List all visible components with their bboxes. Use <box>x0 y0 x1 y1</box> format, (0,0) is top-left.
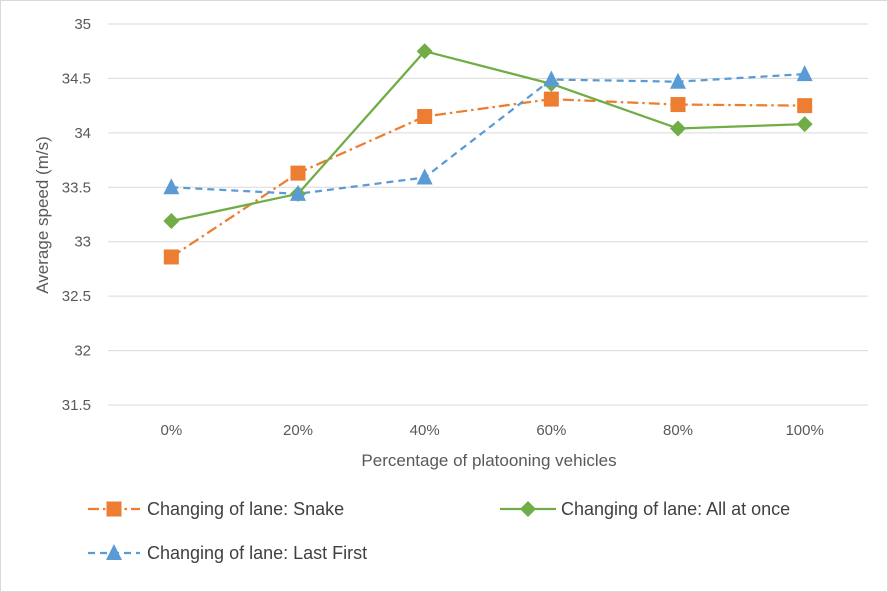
data-point-diamond <box>163 213 180 230</box>
data-point-triangle <box>416 168 433 185</box>
y-tick-label: 31.5 <box>62 397 91 414</box>
legend-item-snake: Changing of lane: Snake <box>88 499 344 519</box>
data-point-square <box>290 165 306 181</box>
data-point-diamond <box>796 116 813 133</box>
x-tick-label: 100% <box>785 422 823 439</box>
x-tick-label: 40% <box>410 422 440 439</box>
y-tick-label: 32.5 <box>62 288 91 305</box>
series-lines <box>170 50 805 258</box>
series-line-changing-of-lane-last-first <box>171 72 805 195</box>
x-tick-label: 60% <box>536 422 566 439</box>
data-point-square <box>797 98 813 114</box>
legend-label-snake: Changing of lane: Snake <box>147 499 344 519</box>
x-tick-label: 20% <box>283 422 313 439</box>
legend-marker-triangle <box>106 544 122 560</box>
data-point-diamond <box>416 43 433 60</box>
x-tick-label: 80% <box>663 422 693 439</box>
data-point-square <box>543 91 559 107</box>
y-tick-label: 33 <box>74 234 91 251</box>
series-line-changing-of-lane-snake <box>170 97 805 258</box>
series-markers <box>163 43 813 265</box>
legend-marker-square <box>106 501 122 517</box>
data-point-triangle <box>290 184 306 201</box>
data-point-square <box>417 109 433 125</box>
legend: Changing of lane: Snake Changing of lane… <box>88 499 790 563</box>
y-tick-label: 34 <box>74 125 91 142</box>
data-point-square <box>670 97 686 113</box>
series-line-changing-of-lane-all-at-once <box>171 50 805 223</box>
gridlines <box>108 23 868 406</box>
y-tick-label: 32 <box>74 343 91 360</box>
y-tick-label: 33.5 <box>62 179 91 196</box>
legend-item-all-at-once: Changing of lane: All at once <box>500 499 790 519</box>
data-point-triangle <box>796 65 813 82</box>
data-point-square <box>163 249 179 265</box>
y-tick-label: 34.5 <box>62 70 91 87</box>
x-axis-title: Percentage of platooning vehicles <box>361 451 616 470</box>
legend-label-all-at-once: Changing of lane: All at once <box>561 499 790 519</box>
data-point-triangle <box>163 178 180 195</box>
y-tick-label: 35 <box>74 16 91 33</box>
y-tick-labels: 31.5 32 32.5 33 33.5 34 34.5 35 <box>62 16 91 414</box>
data-point-diamond <box>670 120 686 137</box>
legend-label-last-first: Changing of lane: Last First <box>147 543 367 563</box>
legend-item-last-first: Changing of lane: Last First <box>88 543 367 563</box>
x-tick-labels: 0% 20% 40% 60% 80% 100% <box>160 422 823 439</box>
y-axis-title: Average speed (m/s) <box>33 136 52 293</box>
x-tick-label: 0% <box>160 422 182 439</box>
data-point-triangle <box>670 72 686 89</box>
data-point-triangle <box>543 70 560 87</box>
legend-marker-diamond <box>520 501 536 517</box>
